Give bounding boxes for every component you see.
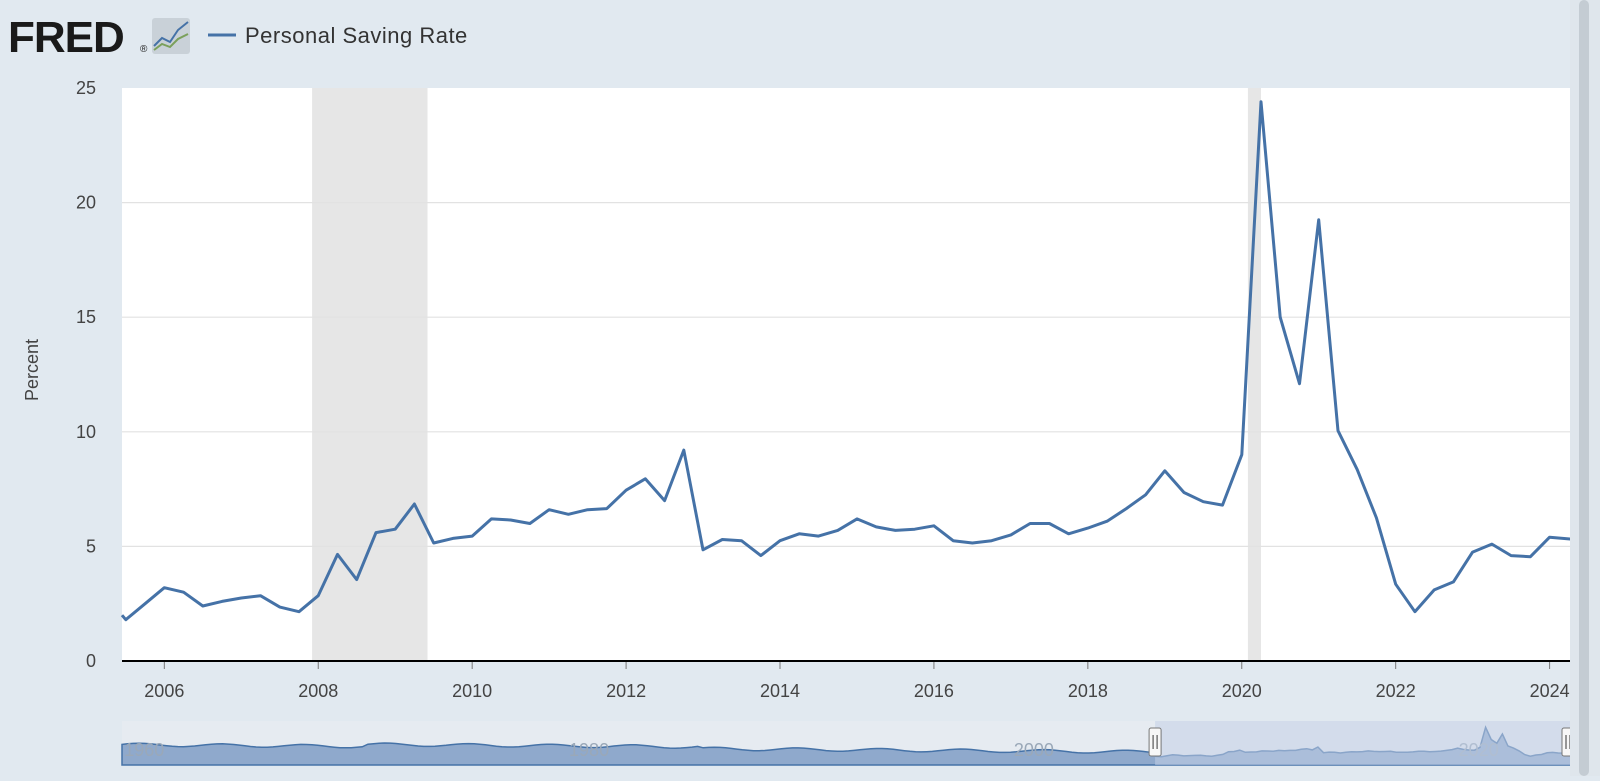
navigator-tick-label-1980: 1980	[569, 740, 609, 760]
legend[interactable]: Personal Saving Rate	[208, 23, 468, 48]
y-tick-label-0: 0	[86, 651, 96, 671]
legend-label: Personal Saving Rate	[245, 23, 468, 48]
navigator-tick-label-1960: 1960	[124, 740, 164, 760]
chart-svg: FRED ® Personal Saving Rate Percent 0 5 10…	[8, 13, 1576, 766]
x-tick-label-2018: 2018	[1068, 681, 1108, 701]
y-tick-labels: 0 5 10 15 20 25	[76, 78, 96, 671]
navigator-handle-right[interactable]	[1561, 727, 1575, 757]
x-tick-label-2022: 2022	[1376, 681, 1416, 701]
x-tick-label-2016: 2016	[914, 681, 954, 701]
y-tick-label-5: 5	[86, 536, 96, 556]
x-tick-label-2010: 2010	[452, 681, 492, 701]
recession-band-2	[1247, 88, 1262, 661]
y-tick-label-20: 20	[76, 193, 96, 213]
series-line-personal-saving-rate[interactable]	[120, 100, 1576, 622]
logo-text: FRED	[8, 13, 124, 62]
navigator-tick-label-2000: 2000	[1014, 740, 1054, 760]
y-axis-title: Percent	[22, 339, 42, 401]
logo-registered: ®	[140, 44, 148, 55]
x-tick-label-2006: 2006	[144, 681, 184, 701]
range-navigator[interactable]: 1960198020002020	[121, 721, 1576, 766]
x-tick-label-2014: 2014	[760, 681, 800, 701]
y-tick-label-10: 10	[76, 422, 96, 442]
y-tick-label-15: 15	[76, 307, 96, 327]
x-tick-label-2012: 2012	[606, 681, 646, 701]
x-tick-label-2024: 2024	[1530, 681, 1570, 701]
grid-lines	[122, 202, 1575, 548]
x-tick-labels: 2006 2008 2010 2012 2014 2016 2018 2020 2022 2024	[144, 661, 1570, 701]
navigator-handle-left[interactable]	[1148, 727, 1162, 757]
logo-graph-icon	[152, 18, 190, 54]
navigator-selected-range[interactable]	[1155, 721, 1575, 765]
fred-logo[interactable]: FRED ®	[8, 13, 190, 62]
x-tick-label-2020: 2020	[1222, 681, 1262, 701]
x-tick-label-2008: 2008	[298, 681, 338, 701]
page-scrollbar[interactable]	[1570, 0, 1600, 776]
y-tick-label-25: 25	[76, 78, 96, 98]
scrollbar-thumb[interactable]	[1579, 0, 1589, 776]
